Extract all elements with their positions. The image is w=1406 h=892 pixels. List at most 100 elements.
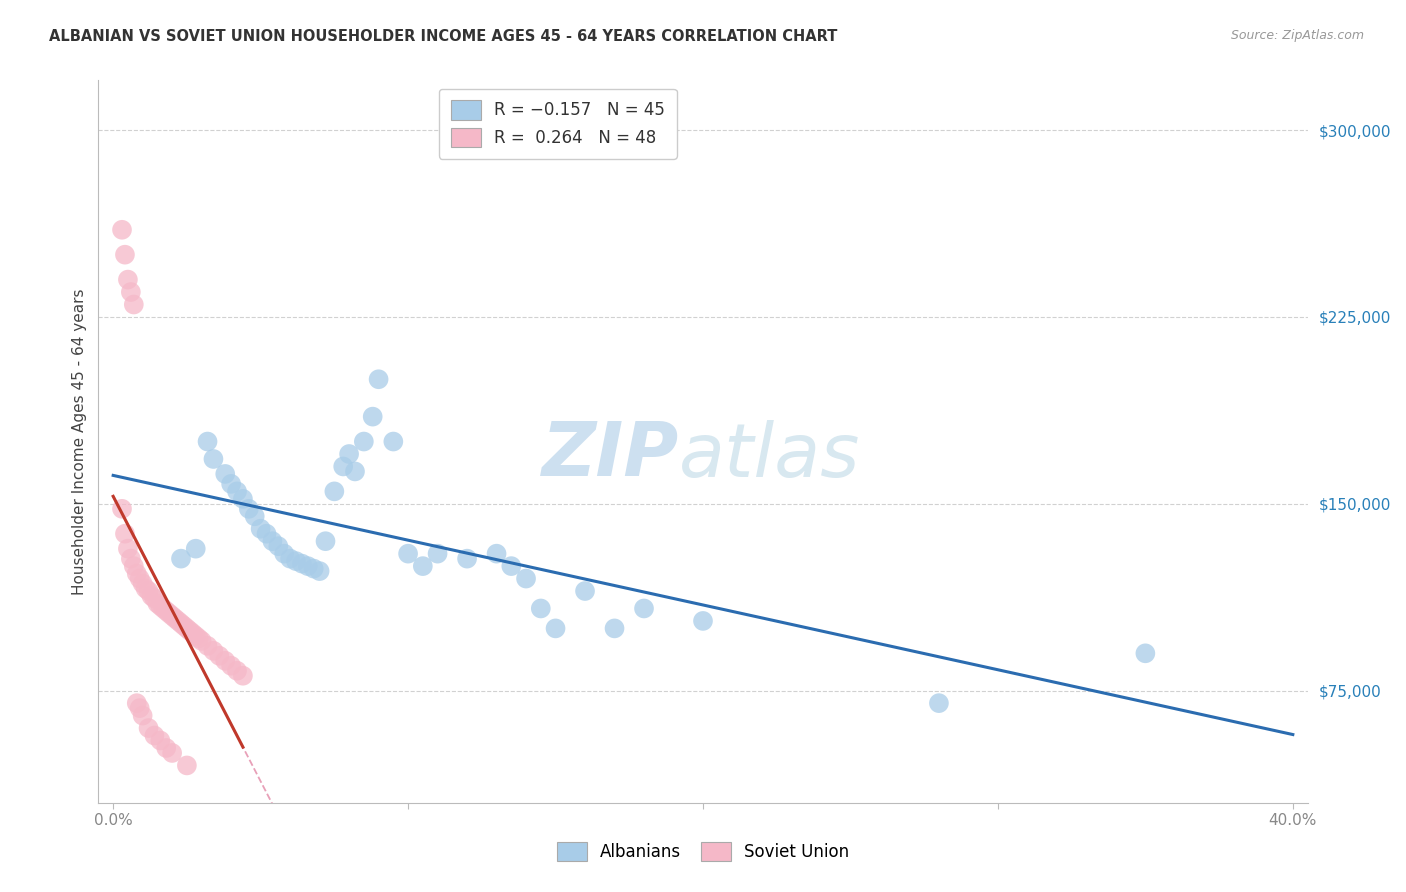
Point: [117, 272, 139, 286]
Point: [125, 566, 148, 581]
Point: [202, 644, 225, 658]
Text: atlas: atlas: [679, 420, 860, 492]
Text: Source: ZipAtlas.com: Source: ZipAtlas.com: [1230, 29, 1364, 42]
Point: [302, 561, 325, 575]
Point: [278, 551, 301, 566]
Point: [141, 589, 163, 603]
Point: [120, 285, 142, 299]
Point: [111, 501, 134, 516]
Legend: R = −0.157   N = 45, R =  0.264   N = 48: R = −0.157 N = 45, R = 0.264 N = 48: [439, 88, 676, 159]
Point: [197, 639, 219, 653]
Point: [353, 434, 375, 449]
Point: [170, 551, 193, 566]
Point: [128, 701, 150, 715]
Point: [117, 541, 139, 556]
Point: [456, 551, 478, 566]
Point: [367, 372, 389, 386]
Point: [361, 409, 384, 424]
Point: [337, 447, 360, 461]
Point: [160, 609, 183, 624]
Point: [208, 648, 231, 663]
Point: [603, 621, 626, 635]
Point: [173, 619, 195, 633]
Point: [574, 584, 596, 599]
Point: [114, 526, 136, 541]
Point: [167, 614, 190, 628]
Point: [308, 564, 330, 578]
Point: [120, 551, 142, 566]
Point: [232, 669, 254, 683]
Point: [184, 541, 207, 556]
Point: [122, 559, 145, 574]
Point: [190, 633, 212, 648]
Point: [332, 459, 354, 474]
Text: ALBANIAN VS SOVIET UNION HOUSEHOLDER INCOME AGES 45 - 64 YEARS CORRELATION CHART: ALBANIAN VS SOVIET UNION HOUSEHOLDER INC…: [49, 29, 838, 44]
Point: [530, 601, 553, 615]
Point: [184, 629, 207, 643]
Point: [426, 547, 449, 561]
Point: [297, 559, 319, 574]
Point: [160, 746, 183, 760]
Point: [285, 554, 308, 568]
Point: [122, 297, 145, 311]
Point: [125, 696, 148, 710]
Point: [114, 248, 136, 262]
Point: [1135, 646, 1157, 660]
Text: ZIP: ZIP: [541, 419, 679, 492]
Point: [315, 534, 337, 549]
Point: [501, 559, 523, 574]
Point: [382, 434, 405, 449]
Point: [176, 758, 198, 772]
Point: [155, 741, 177, 756]
Point: [412, 559, 434, 574]
Point: [238, 501, 260, 516]
Point: [343, 465, 366, 479]
Point: [149, 733, 172, 747]
Point: [152, 601, 174, 615]
Point: [143, 591, 166, 606]
Point: [396, 547, 419, 561]
Point: [176, 621, 198, 635]
Point: [131, 708, 153, 723]
Point: [273, 547, 295, 561]
Point: [187, 632, 209, 646]
Point: [249, 522, 271, 536]
Point: [181, 626, 204, 640]
Point: [138, 584, 160, 599]
Point: [165, 611, 187, 625]
Point: [149, 599, 172, 613]
Point: [157, 607, 180, 621]
Point: [214, 467, 236, 481]
Point: [226, 664, 249, 678]
Point: [128, 572, 150, 586]
Point: [214, 654, 236, 668]
Point: [138, 721, 160, 735]
Point: [243, 509, 266, 524]
Point: [155, 604, 177, 618]
Point: [219, 658, 242, 673]
Point: [633, 601, 655, 615]
Legend: Albanians, Soviet Union: Albanians, Soviet Union: [550, 835, 856, 868]
Point: [111, 223, 134, 237]
Point: [179, 624, 201, 638]
Point: [485, 547, 508, 561]
Point: [267, 539, 290, 553]
Point: [323, 484, 346, 499]
Point: [262, 534, 284, 549]
Point: [692, 614, 714, 628]
Point: [143, 729, 166, 743]
Point: [256, 526, 278, 541]
Point: [135, 582, 157, 596]
Point: [202, 452, 225, 467]
Point: [226, 484, 249, 499]
Point: [515, 572, 537, 586]
Point: [131, 576, 153, 591]
Point: [232, 491, 254, 506]
Point: [291, 557, 314, 571]
Point: [544, 621, 567, 635]
Y-axis label: Householder Income Ages 45 - 64 years: Householder Income Ages 45 - 64 years: [72, 288, 87, 595]
Point: [197, 434, 219, 449]
Point: [219, 476, 242, 491]
Point: [928, 696, 950, 710]
Point: [146, 597, 169, 611]
